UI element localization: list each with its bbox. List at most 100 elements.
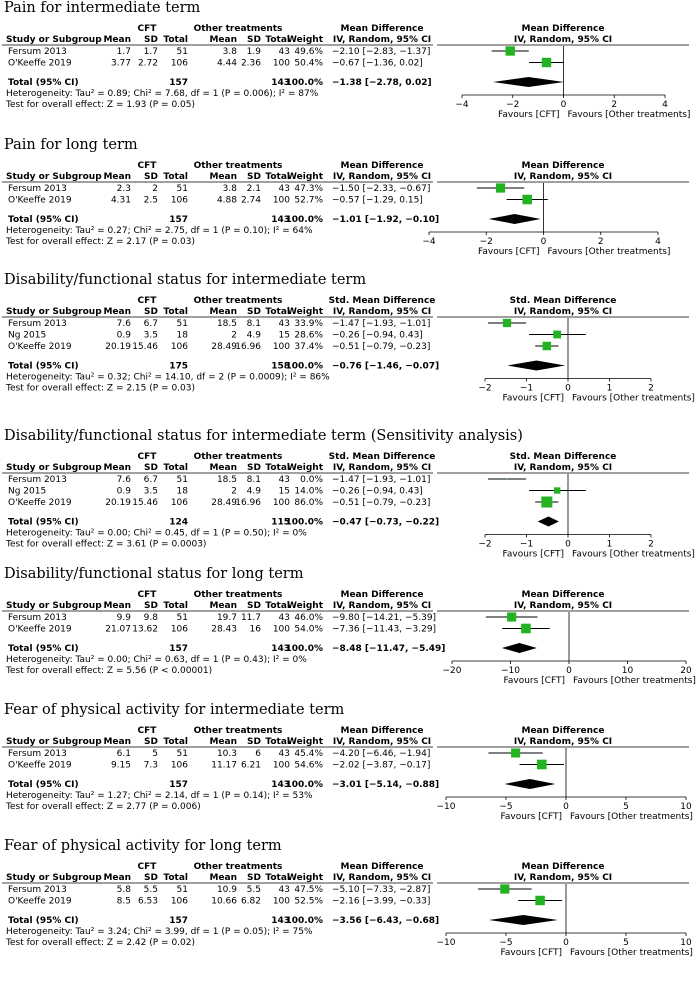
effect-ci-text: −1.47 [−1.93, −1.01] [332, 319, 430, 329]
pooled-ci-text: −0.47 [−0.73, −0.22] [332, 518, 439, 528]
study-name: Fersum 2013 [8, 184, 67, 194]
cft-total: 106 [171, 897, 188, 907]
cft-total-header: Total [163, 873, 188, 883]
x-tick-label: −2 [506, 100, 519, 110]
cft-sd-header: SD [144, 307, 158, 317]
effect-measure-header: Mean Difference [340, 24, 423, 34]
other-total: 43 [279, 613, 290, 623]
study-point-estimate [506, 478, 508, 480]
study-column-header: Study or Subgroup [6, 737, 102, 747]
other-sd: 5.5 [247, 885, 261, 895]
cft-sd: 5.5 [144, 885, 158, 895]
cft-sd-header: SD [144, 601, 158, 611]
heterogeneity-text: Heterogeneity: Tau² = 0.00; Chi² = 0.63,… [6, 655, 307, 665]
cft-mean-header: Mean [103, 601, 131, 611]
cft-sd: 15.46 [132, 342, 158, 352]
other-sd: 6 [255, 749, 261, 759]
other-total-header: Total [265, 873, 290, 883]
cft-sd: 3.5 [144, 487, 158, 497]
other-total-sum: 158 [271, 362, 290, 372]
cft-sd: 6.53 [138, 897, 158, 907]
plot-ci-header: IV, Random, 95% CI [514, 307, 612, 317]
total-weight: 100.0% [286, 780, 324, 790]
other-mean-header: Mean [209, 35, 237, 45]
cft-total: 51 [177, 475, 188, 485]
cft-mean: 3.77 [111, 59, 131, 69]
study-point-estimate [521, 623, 531, 634]
total-label: Total (95% CI) [8, 362, 79, 372]
cft-total-sum: 157 [169, 780, 188, 790]
total-weight: 100.0% [286, 916, 324, 926]
study-point-estimate [505, 46, 515, 56]
other-total-header: Total [265, 601, 290, 611]
other-sd: 8.1 [247, 319, 261, 329]
total-label: Total (95% CI) [8, 644, 79, 654]
other-total: 15 [279, 331, 290, 341]
weight-header: Weight [287, 307, 324, 317]
weight-value: 28.6% [294, 331, 323, 341]
total-label: Total (95% CI) [8, 78, 79, 88]
study-column-header: Study or Subgroup [6, 172, 102, 182]
cft-mean-header: Mean [103, 35, 131, 45]
other-total-sum: 143 [271, 215, 290, 225]
x-tick-label: −20 [443, 666, 462, 676]
other-total: 100 [273, 897, 290, 907]
cft-total-header: Total [163, 463, 188, 473]
weight-header: Weight [287, 463, 324, 473]
pooled-diamond [501, 643, 537, 653]
cft-sd: 7.3 [144, 761, 158, 771]
weight-header: Weight [287, 601, 324, 611]
x-tick-label: 0 [565, 540, 571, 550]
forest-plot: CFT Other treatments Std. Mean Difference S… [2, 452, 695, 560]
weight-value: 37.4% [294, 342, 323, 352]
ci-header: IV, Random, 95% CI [333, 873, 431, 883]
cft-sd: 3.5 [144, 331, 158, 341]
weight-header: Weight [287, 172, 324, 182]
effect-ci-text: −0.51 [−0.79, −0.23] [332, 342, 430, 352]
x-tick-label: −4 [455, 100, 469, 110]
cft-total-header: Total [163, 601, 188, 611]
other-total-header: Total [265, 463, 290, 473]
study-point-estimate [542, 341, 552, 351]
cft-group-header: CFT [138, 24, 158, 34]
other-total-sum: 115 [271, 518, 290, 528]
effect-ci-text: −4.20 [−6.46, −1.94] [332, 749, 430, 759]
favours-left-label: Favours [CFT] [498, 110, 559, 120]
ci-header: IV, Random, 95% CI [333, 307, 431, 317]
cft-mean: 9.9 [117, 613, 132, 623]
effect-ci-text: −0.26 [−0.94, 0.43] [332, 331, 423, 341]
cft-total-sum: 124 [169, 518, 188, 528]
plot-ci-header: IV, Random, 95% CI [514, 737, 612, 747]
total-weight: 100.0% [286, 518, 324, 528]
weight-value: 54.0% [294, 625, 323, 635]
study-point-estimate [536, 759, 547, 770]
cft-mean: 7.6 [117, 319, 132, 329]
study-name: O'Keeffe 2019 [8, 897, 72, 907]
effect-ci-text: −5.10 [−7.33, −2.87] [332, 885, 430, 895]
other-total-header: Total [265, 172, 290, 182]
other-total: 43 [279, 475, 290, 485]
section-title: Disability/functional status for interme… [4, 272, 367, 288]
other-total-sum: 143 [271, 916, 290, 926]
other-sd: 2.1 [247, 184, 261, 194]
other-total: 100 [273, 342, 290, 352]
overall-effect-text: Test for overall effect: Z = 2.15 (P = 0… [5, 384, 195, 394]
cft-total: 51 [177, 47, 188, 57]
cft-sd-header: SD [144, 172, 158, 182]
cft-mean-header: Mean [103, 172, 131, 182]
x-tick-label: −2 [478, 384, 491, 394]
other-mean: 10.3 [217, 749, 237, 759]
favours-right-label: Favours [Other treatments] [573, 676, 696, 686]
x-tick-label: 0 [563, 802, 569, 812]
total-label: Total (95% CI) [8, 916, 79, 926]
weight-value: 52.5% [294, 897, 323, 907]
effect-measure-header: Std. Mean Difference [329, 296, 436, 306]
weight-value: 49.6% [294, 47, 323, 57]
cft-sd: 6.7 [144, 319, 158, 329]
favours-right-label: Favours [Other treatments] [572, 394, 695, 404]
x-tick-label: 10 [680, 938, 692, 948]
pooled-ci-text: −0.76 [−1.46, −0.07] [332, 362, 439, 372]
pooled-diamond [507, 360, 566, 371]
section-title: Disability/functional status for interme… [4, 428, 523, 444]
x-tick-label: 4 [662, 100, 668, 110]
